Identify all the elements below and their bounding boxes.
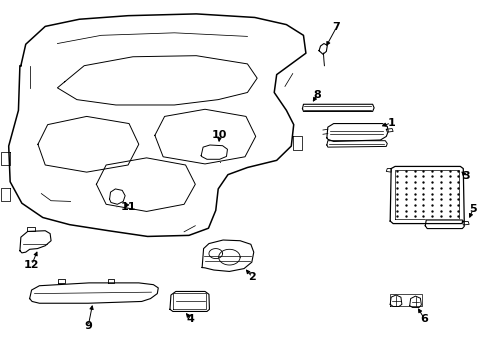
Text: 4: 4 xyxy=(187,314,195,324)
Polygon shape xyxy=(108,279,115,283)
Polygon shape xyxy=(38,116,139,172)
Text: 1: 1 xyxy=(387,118,395,128)
Polygon shape xyxy=(327,141,387,147)
Polygon shape xyxy=(27,227,34,231)
Polygon shape xyxy=(20,231,51,253)
Polygon shape xyxy=(302,104,374,111)
Polygon shape xyxy=(390,295,402,306)
Text: 10: 10 xyxy=(212,130,227,140)
Polygon shape xyxy=(97,158,196,211)
Text: 5: 5 xyxy=(469,204,477,214)
Polygon shape xyxy=(425,220,464,229)
Text: 2: 2 xyxy=(248,272,256,282)
Polygon shape xyxy=(170,292,209,311)
Polygon shape xyxy=(110,189,125,204)
Polygon shape xyxy=(1,188,10,201)
Polygon shape xyxy=(57,56,257,105)
Polygon shape xyxy=(327,123,388,141)
Polygon shape xyxy=(9,14,306,237)
Text: 7: 7 xyxy=(333,22,341,32)
Polygon shape xyxy=(386,168,391,172)
Polygon shape xyxy=(390,166,464,224)
Text: 9: 9 xyxy=(84,321,92,332)
Polygon shape xyxy=(462,221,469,225)
Text: 3: 3 xyxy=(463,171,470,181)
Polygon shape xyxy=(202,240,254,271)
Polygon shape xyxy=(1,152,10,165)
Polygon shape xyxy=(58,279,65,283)
Polygon shape xyxy=(155,109,256,164)
Polygon shape xyxy=(293,136,302,150)
Polygon shape xyxy=(319,44,327,54)
Polygon shape xyxy=(201,145,227,159)
Polygon shape xyxy=(30,283,158,303)
Text: 11: 11 xyxy=(121,202,136,212)
Text: 8: 8 xyxy=(313,90,321,100)
Polygon shape xyxy=(386,129,393,132)
Text: 6: 6 xyxy=(420,314,428,324)
Text: 12: 12 xyxy=(24,260,39,270)
Polygon shape xyxy=(410,296,421,307)
